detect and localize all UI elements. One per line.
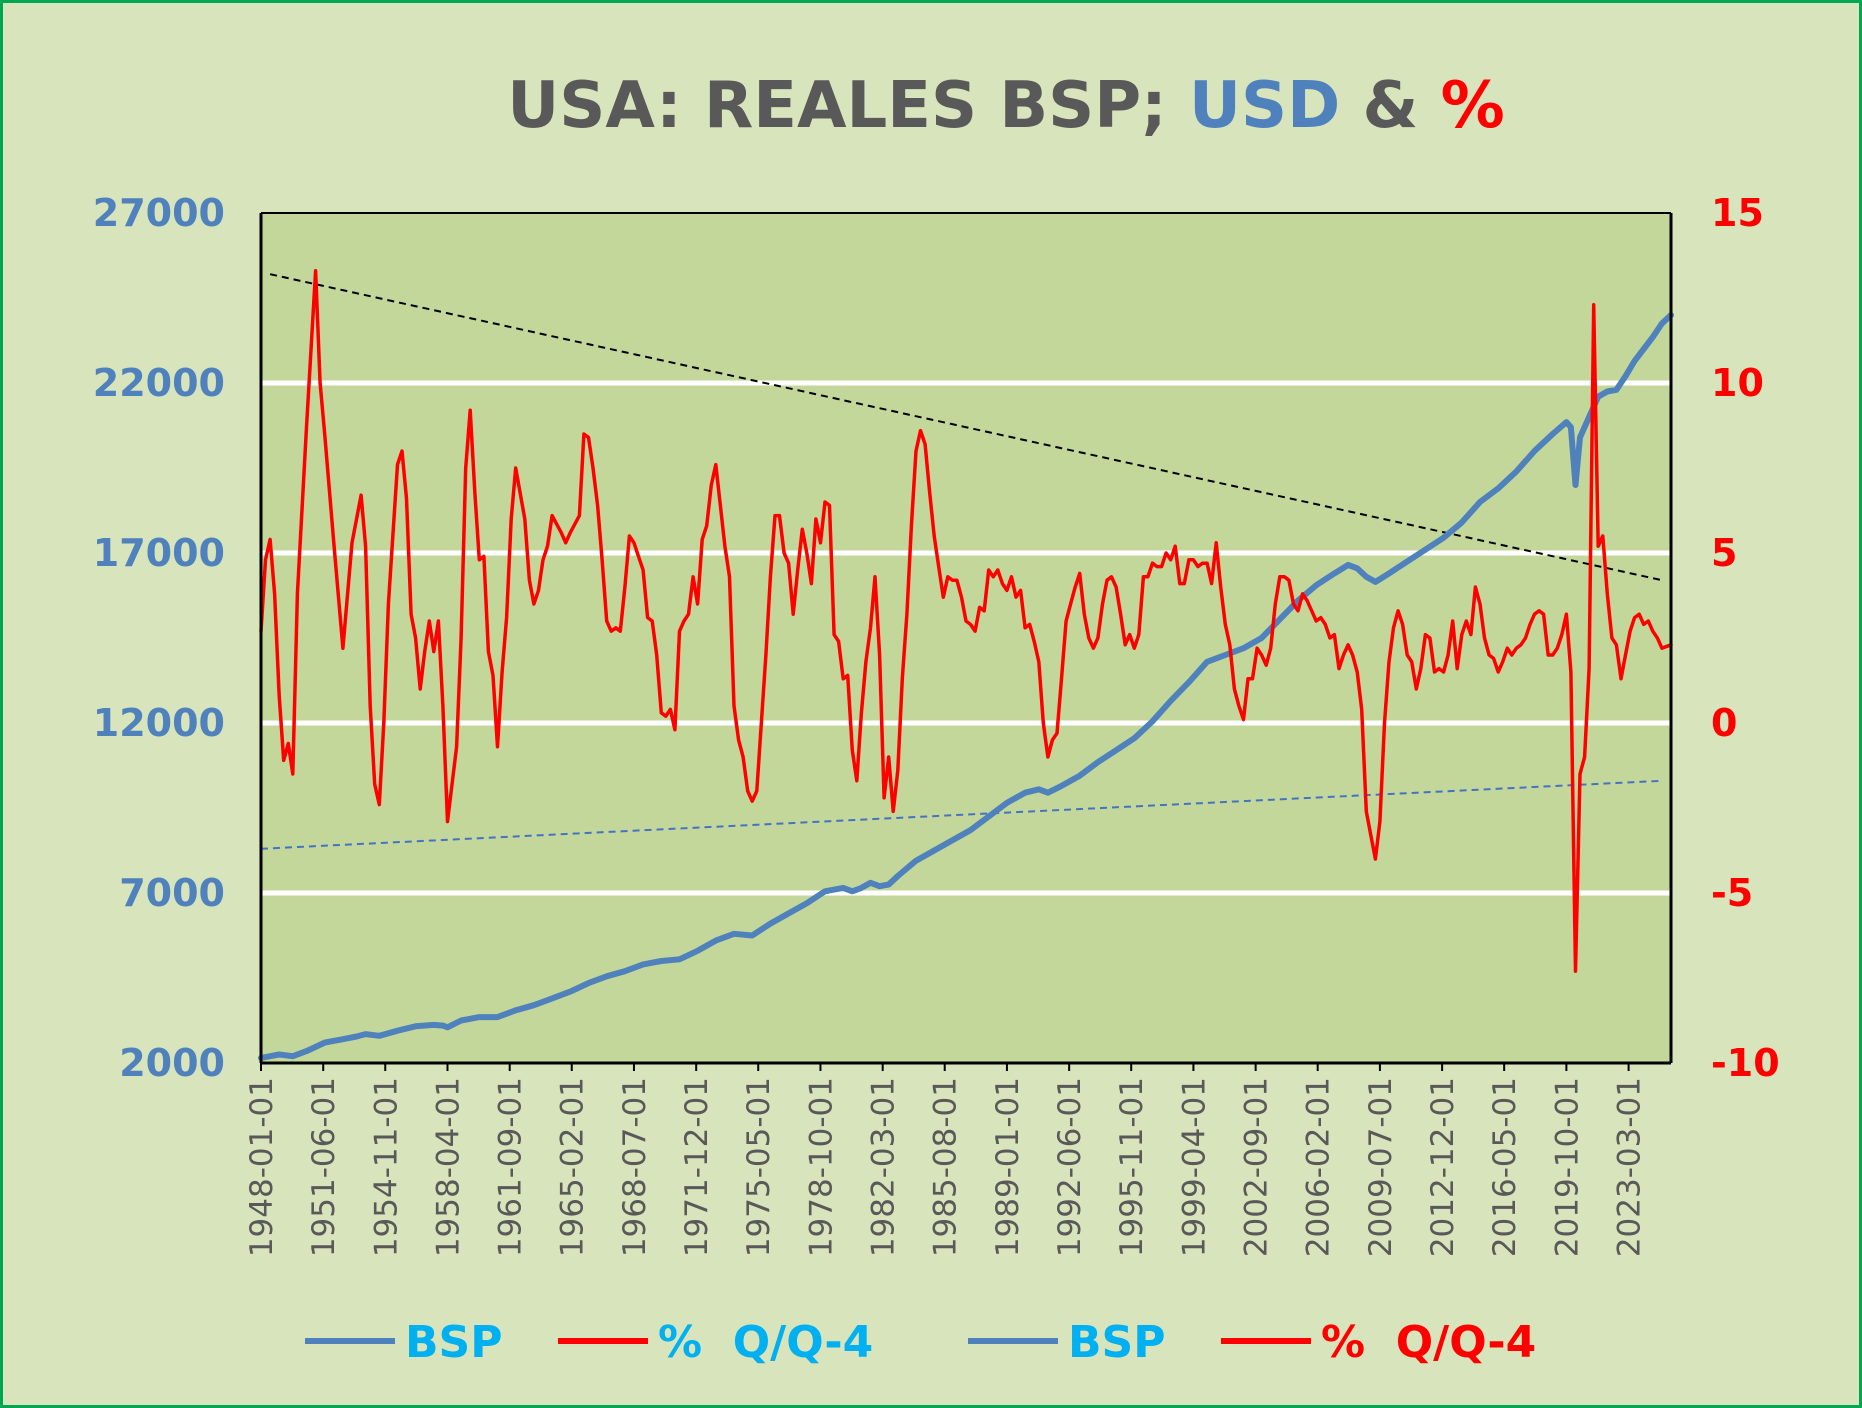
x-tick-label: 1968-07-01 xyxy=(617,1077,653,1257)
title-part-amp: & xyxy=(1340,69,1440,143)
legend-label: BSP xyxy=(1068,1317,1165,1368)
title-part-usd: USD xyxy=(1189,69,1340,143)
x-tick-label: 1989-01-01 xyxy=(990,1077,1026,1257)
x-tick-label: 1954-11-01 xyxy=(368,1077,404,1257)
x-tick-label: 1965-02-01 xyxy=(555,1077,591,1257)
left-tick-label: 22000 xyxy=(93,361,225,405)
left-axis-ticks: 27000 22000 17000 12000 7000 2000 xyxy=(93,191,225,1085)
right-tick-label: 5 xyxy=(1711,531,1737,575)
trend-bsp-line xyxy=(260,779,1662,850)
x-tick-label: 1958-04-01 xyxy=(430,1077,466,1257)
title-part-percent: % xyxy=(1441,69,1505,143)
x-tick-label: 2019-10-01 xyxy=(1549,1077,1585,1257)
x-tick-label: 2009-07-01 xyxy=(1363,1077,1399,1257)
x-axis-ticks: 1948-01-01 1951-06-01 1954-11-01 1958-04-01… xyxy=(244,1063,1648,1257)
series-lines xyxy=(258,269,1674,1061)
trendlines xyxy=(260,273,1663,850)
x-tick-label: 1971-12-01 xyxy=(679,1077,715,1257)
plot-area xyxy=(261,213,1671,1063)
x-tick-label: 2023-03-01 xyxy=(1612,1077,1648,1257)
legend-label: % Q/Q-4 xyxy=(658,1317,873,1368)
x-tick-label: 1999-04-01 xyxy=(1176,1077,1212,1257)
chart-canvas: USA: REALES BSP; USD & % 27000 22000 17000… xyxy=(93,69,1780,1368)
left-tick-label: 12000 xyxy=(93,701,225,745)
legend-label: % Q/Q-4 xyxy=(1321,1317,1536,1368)
right-tick-label: 15 xyxy=(1711,191,1764,235)
right-tick-label: 0 xyxy=(1711,701,1737,745)
series-line-bsp xyxy=(258,312,1674,1061)
x-tick-label: 2002-09-01 xyxy=(1239,1077,1275,1257)
left-tick-label: 17000 xyxy=(93,531,225,575)
chart-legend: BSP % Q/Q-4 BSP % Q/Q-4 xyxy=(305,1317,1536,1368)
x-tick-label: 1978-10-01 xyxy=(803,1077,839,1257)
right-tick-label: 10 xyxy=(1711,361,1764,405)
x-tick-label: 2006-02-01 xyxy=(1301,1077,1337,1257)
x-tick-label: 1975-05-01 xyxy=(741,1077,777,1257)
left-tick-label: 7000 xyxy=(119,871,225,915)
right-axis-ticks: 15 10 5 0 -5 -10 xyxy=(1711,191,1780,1085)
x-tick-label: 1992-06-01 xyxy=(1052,1077,1088,1257)
series-line-pct xyxy=(259,269,1673,973)
x-tick-label: 1961-09-01 xyxy=(493,1077,529,1257)
x-tick-label: 2012-12-01 xyxy=(1425,1077,1461,1257)
x-tick-label: 1982-03-01 xyxy=(866,1077,902,1257)
x-tick-label: 2016-05-01 xyxy=(1487,1077,1523,1257)
x-tick-label: 1985-08-01 xyxy=(928,1077,964,1257)
x-tick-label: 1948-01-01 xyxy=(244,1077,280,1257)
left-tick-label: 27000 xyxy=(93,191,225,235)
axes xyxy=(259,212,1673,1065)
x-tick-label: 1995-11-01 xyxy=(1114,1077,1150,1257)
x-tick-label: 1951-06-01 xyxy=(306,1077,342,1257)
right-tick-label: -10 xyxy=(1711,1041,1780,1085)
right-tick-label: -5 xyxy=(1711,871,1753,915)
title-part-1: USA: REALES BSP; xyxy=(507,69,1189,143)
left-tick-label: 2000 xyxy=(119,1041,225,1085)
chart-title: USA: REALES BSP; USD & % xyxy=(507,69,1504,143)
legend-label: BSP xyxy=(405,1317,502,1368)
trend-pct-line xyxy=(269,273,1663,582)
